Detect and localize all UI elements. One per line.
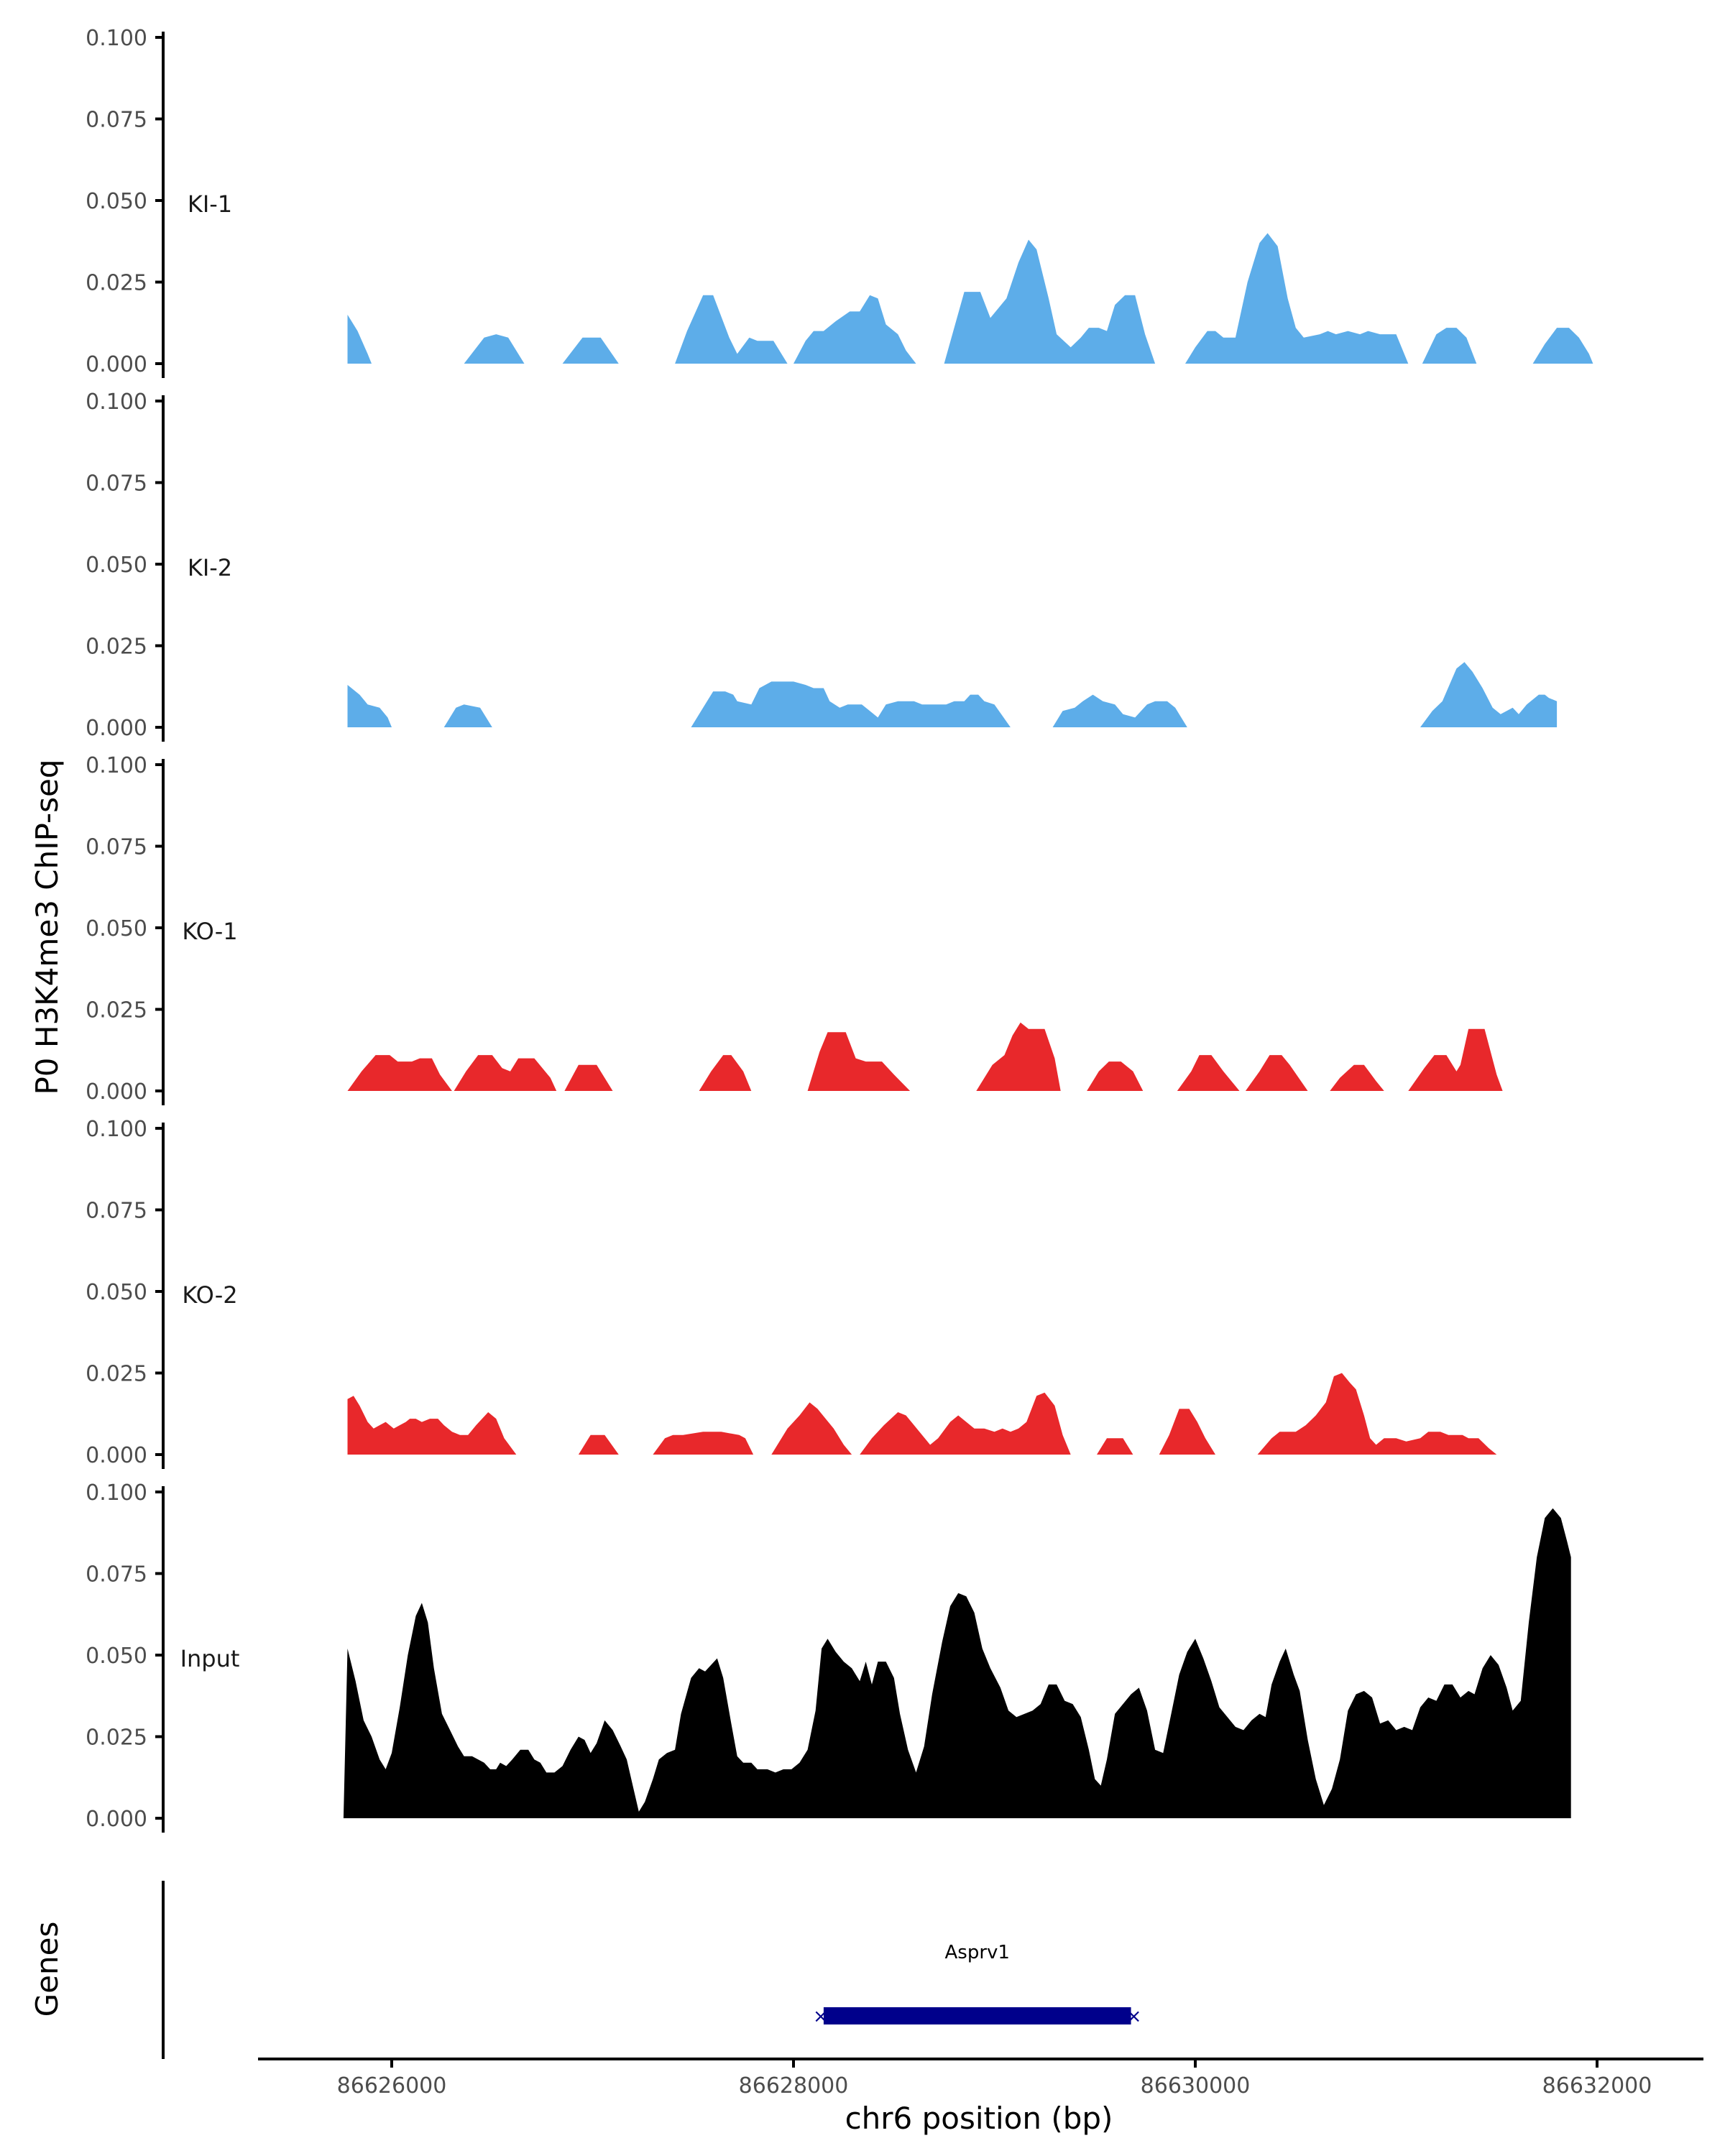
track-ko-1: 0.000 0.025 0.050 0.075 0.100 KO-1	[86, 753, 1503, 1105]
signal-area-ki-2-4	[1420, 662, 1558, 727]
y-tick-label: 0.075	[86, 471, 147, 497]
track-label: KO-2	[182, 1281, 237, 1309]
signal-area-ko-2-3	[771, 1402, 852, 1455]
track-ki-1: 0.000 0.025 0.050 0.075 0.100 KI-1	[86, 26, 1593, 378]
x-axis-title: chr6 position (bp)	[845, 2101, 1113, 2136]
y-tick-label: 0.075	[86, 1562, 147, 1588]
signal-area-ko-2-4	[860, 1392, 1071, 1455]
signal-area-ki-2-2	[691, 681, 1011, 727]
signal-area-ko-1-0	[347, 1055, 452, 1091]
signal-area-ki-1-7	[1422, 328, 1477, 364]
y-tick-label: 0.000	[86, 1079, 147, 1105]
signal-area-ki-1-5	[944, 239, 1156, 364]
track-ki-2: 0.000 0.025 0.050 0.075 0.100 KI-2	[86, 390, 1558, 742]
y-axis-title: P0 H3K4me3 ChIP-seq	[29, 759, 65, 1095]
gene-label: Asprv1	[945, 1942, 1010, 1963]
signal-area-ki-1-8	[1532, 328, 1593, 364]
signal-area-ko-2-0	[347, 1396, 517, 1455]
signal-area-ki-1-3	[675, 295, 788, 364]
signal-area-ko-1-7	[1177, 1055, 1240, 1091]
tracks-layer: 0.0000.0250.0500.0750.100KI-10.0000.0250…	[86, 26, 1593, 1833]
signal-area-ko-1-1	[454, 1055, 557, 1091]
gene-body	[823, 2007, 1131, 2024]
x-axis: 86626000 86628000 86630000 86632000	[258, 2058, 1703, 2099]
signal-area-ko-2-2	[653, 1432, 754, 1455]
y-tick-label: 0.100	[86, 753, 147, 778]
signal-area-input-0	[343, 1508, 1571, 1818]
signal-area-ko-2-5	[1097, 1438, 1133, 1455]
track-label: KI-2	[188, 554, 232, 581]
gene-panel: × × Asprv1	[162, 1881, 1142, 2059]
signal-area-ki-1-1	[464, 334, 525, 364]
y-tick-label: 0.025	[86, 1726, 147, 1751]
x-tick-label: 86628000	[739, 2073, 849, 2099]
y-tick-label: 0.000	[86, 1443, 147, 1468]
signal-area-ko-1-2	[564, 1064, 613, 1091]
signal-area-ko-2-1	[578, 1434, 619, 1455]
y-tick-label: 0.075	[86, 1199, 147, 1224]
y-tick-label: 0.050	[86, 916, 147, 941]
track-ko-2: 0.000 0.025 0.050 0.075 0.100 KO-2	[86, 1117, 1497, 1469]
signal-area-ki-1-2	[562, 337, 619, 364]
signal-area-ki-1-0	[347, 314, 372, 364]
signal-area-ki-2-1	[443, 704, 492, 727]
signal-area-ko-1-4	[807, 1032, 911, 1091]
y-tick-label: 0.100	[86, 1117, 147, 1142]
y-tick-label: 0.025	[86, 271, 147, 296]
y-tick-label: 0.000	[86, 716, 147, 741]
track-label: KO-1	[182, 918, 237, 945]
y-tick-label: 0.000	[86, 1807, 147, 1832]
signal-area-ko-1-5	[976, 1022, 1061, 1091]
signal-area-ki-2-3	[1052, 694, 1187, 727]
signal-area-ko-1-10	[1408, 1028, 1503, 1091]
y-tick-label: 0.050	[86, 1644, 147, 1669]
x-tick-label: 86626000	[337, 2073, 447, 2099]
y-tick-label: 0.075	[86, 108, 147, 133]
x-tick-label: 86632000	[1542, 2073, 1652, 2099]
y-tick-label: 0.100	[86, 1480, 147, 1506]
signal-area-ki-2-0	[347, 685, 392, 727]
gene-strand-marker: ×	[813, 2006, 829, 2027]
genes-axis-title: Genes	[29, 1922, 65, 2017]
signal-area-ko-1-9	[1330, 1064, 1384, 1091]
track-label: Input	[180, 1645, 240, 1672]
y-tick-label: 0.050	[86, 189, 147, 214]
y-tick-label: 0.100	[86, 390, 147, 415]
signal-area-ki-1-6	[1185, 233, 1409, 364]
y-tick-label: 0.075	[86, 835, 147, 860]
track-label: KI-1	[188, 190, 232, 218]
y-tick-label: 0.000	[86, 352, 147, 377]
signal-area-ko-1-6	[1087, 1061, 1144, 1091]
signal-area-ko-2-6	[1159, 1409, 1215, 1455]
signal-area-ko-2-7	[1257, 1373, 1497, 1455]
signal-area-ko-1-3	[699, 1055, 752, 1091]
y-tick-label: 0.025	[86, 635, 147, 660]
y-tick-label: 0.025	[86, 998, 147, 1023]
y-tick-label: 0.100	[86, 26, 147, 51]
signal-area-ki-1-4	[794, 295, 916, 364]
track-input: 0.000 0.025 0.050 0.075 0.100 Input	[86, 1480, 1571, 1833]
x-tick-label: 86630000	[1141, 2073, 1251, 2099]
y-tick-label: 0.050	[86, 553, 147, 578]
signal-area-ko-1-8	[1245, 1055, 1308, 1091]
y-tick-label: 0.050	[86, 1280, 147, 1305]
y-tick-label: 0.025	[86, 1362, 147, 1387]
gene-end-marker: ×	[1126, 2006, 1142, 2027]
